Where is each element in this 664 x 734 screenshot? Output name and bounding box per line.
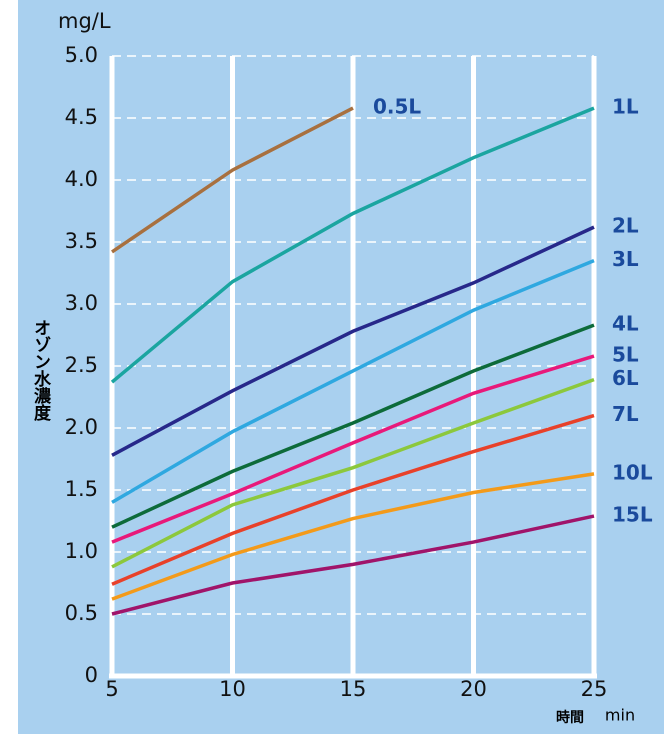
x-tick-label: 10 <box>219 677 246 701</box>
x-unit: min <box>605 706 635 725</box>
y-tick-label: 3.0 <box>65 291 98 315</box>
series-label: 2L <box>612 214 639 238</box>
series-line <box>111 323 595 529</box>
series-label: 5L <box>612 343 639 367</box>
series-label: 3L <box>612 247 639 271</box>
series-line <box>111 413 595 586</box>
x-tick-label: 20 <box>460 677 487 701</box>
series-label: 1L <box>612 95 639 119</box>
y-tick-label: 1.5 <box>65 477 98 501</box>
y-tick-label: 0 <box>85 663 98 687</box>
series-line <box>111 514 595 616</box>
series-label: 6L <box>612 366 639 390</box>
series-line <box>111 258 595 504</box>
x-tick-label: 15 <box>340 677 367 701</box>
y-tick-label: 3.5 <box>65 229 98 253</box>
y-tick-label: 5.0 <box>65 43 98 67</box>
y-tick-label: 4.5 <box>65 105 98 129</box>
series-line <box>111 106 354 254</box>
series-line <box>111 377 595 569</box>
series-line <box>111 225 595 457</box>
series-label: 15L <box>612 503 653 527</box>
y-tick-label: 2.0 <box>65 415 98 439</box>
series-line <box>111 472 595 601</box>
panel <box>18 0 664 734</box>
series-label: 7L <box>612 402 639 426</box>
y-unit: mg/L <box>58 9 111 33</box>
y-tick-label: 4.0 <box>65 167 98 191</box>
y-tick-label: 1.0 <box>65 539 98 563</box>
y-label: オゾン水濃度 <box>30 319 51 422</box>
y-tick-label: 0.5 <box>65 601 98 625</box>
y-tick-label: 2.5 <box>65 353 98 377</box>
x-tick-label: 25 <box>581 677 608 701</box>
series-line <box>110 106 595 384</box>
x-tick-label: 5 <box>105 677 118 701</box>
series-label: 0.5L <box>373 95 421 119</box>
series-label: 4L <box>612 312 639 336</box>
series-label: 10L <box>612 460 653 484</box>
series-line <box>111 354 595 544</box>
x-label: 時間 <box>556 709 584 726</box>
